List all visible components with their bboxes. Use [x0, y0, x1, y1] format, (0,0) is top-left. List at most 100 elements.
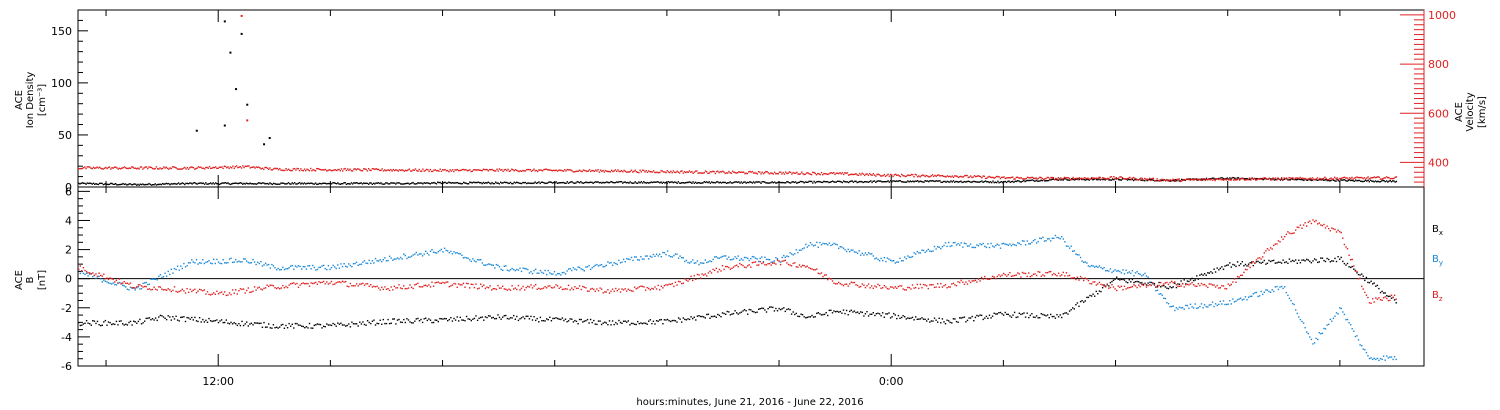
velocity-point	[270, 169, 272, 171]
density-point	[1095, 178, 1098, 181]
series-bx-point	[153, 319, 155, 321]
velocity-point	[799, 173, 802, 175]
velocity-point	[720, 171, 723, 173]
velocity-point	[305, 170, 307, 172]
density-point	[657, 181, 660, 183]
series-by-point	[549, 272, 551, 274]
density-point	[108, 183, 111, 185]
series-bx-point	[1227, 264, 1229, 266]
velocity-point	[1194, 178, 1196, 180]
series-bx-point	[696, 315, 699, 317]
velocity-point	[393, 169, 396, 172]
velocity-point	[366, 170, 369, 172]
series-bx-point	[660, 319, 662, 321]
density-point	[1099, 179, 1101, 181]
velocity-point	[81, 167, 84, 170]
series-bx-point	[1156, 286, 1159, 288]
series-bz-point	[1350, 259, 1352, 261]
series-bz-point	[966, 283, 969, 285]
series-bx-point	[891, 316, 893, 318]
velocity-point	[912, 174, 914, 176]
series-bz-point	[239, 288, 242, 290]
series-bx-point	[1189, 279, 1192, 281]
velocity-point	[168, 168, 170, 170]
series-bx-point	[792, 311, 794, 313]
series-bx-point	[194, 316, 196, 319]
density-point	[998, 182, 1000, 184]
density-point	[623, 181, 625, 183]
velocity-point	[1161, 178, 1163, 181]
velocity-point	[914, 173, 916, 176]
series-by-point	[673, 254, 675, 257]
series-by-point	[1050, 240, 1052, 242]
series-by-point	[1007, 244, 1009, 246]
series-bz-point	[136, 286, 138, 288]
series-by-point	[1034, 238, 1036, 241]
density-point	[231, 183, 233, 185]
series-bz-point	[762, 261, 765, 264]
series-bz-point	[370, 284, 372, 286]
density-point	[1353, 180, 1356, 182]
velocity-point	[1314, 178, 1316, 181]
series-bx-point	[359, 321, 361, 323]
series-bz-point	[1139, 285, 1141, 288]
series-bx-point	[1095, 290, 1097, 293]
series-bx-point	[1174, 282, 1176, 285]
series-bz-point	[1244, 268, 1247, 271]
velocity-point	[776, 172, 778, 175]
series-bz-point	[524, 289, 526, 291]
series-by-point	[301, 268, 303, 270]
velocity-point	[128, 167, 130, 169]
velocity-point	[228, 167, 230, 170]
series-by-point	[352, 263, 355, 265]
series-bx-point	[1274, 262, 1276, 264]
density-point	[861, 181, 863, 183]
velocity-point	[486, 168, 488, 171]
series-by-point	[1389, 356, 1391, 358]
series-bx-point	[224, 321, 226, 324]
series-bx-point	[1335, 260, 1338, 263]
velocity-point	[887, 173, 889, 175]
series-bx-point	[1287, 262, 1289, 264]
velocity-point	[893, 174, 895, 176]
series-bx-point	[589, 318, 592, 321]
velocity-point	[669, 171, 671, 174]
series-bx-point	[348, 323, 350, 325]
series-bz-point	[745, 266, 747, 269]
series-bz-point	[677, 280, 680, 283]
series-bz-point	[736, 264, 738, 266]
series-bx-point	[393, 318, 395, 320]
series-by-point	[1207, 306, 1209, 308]
series-by-point	[334, 266, 336, 268]
velocity-point	[1016, 176, 1019, 178]
series-by-point	[674, 253, 677, 255]
density-point	[477, 181, 480, 183]
density-point	[1343, 179, 1346, 181]
series-by-point	[425, 250, 427, 252]
density-point	[439, 181, 441, 184]
velocity-point	[541, 170, 544, 172]
density-point	[1004, 180, 1006, 183]
series-bz-point	[1313, 220, 1316, 223]
density-point	[1229, 177, 1231, 179]
velocity-point	[1214, 179, 1216, 182]
series-by-point	[359, 263, 361, 266]
velocity-point	[477, 169, 480, 171]
series-by-point	[798, 249, 801, 251]
series-bx-point	[677, 317, 680, 319]
velocity-point	[207, 167, 209, 169]
density-point	[1245, 178, 1247, 180]
series-by-point	[1230, 303, 1232, 305]
series-by-point	[814, 244, 816, 246]
velocity-point	[530, 170, 533, 172]
velocity-point	[713, 171, 715, 173]
series-bz-point	[1174, 281, 1176, 283]
series-bz-point	[1072, 277, 1074, 279]
series-bx-point	[338, 323, 341, 325]
series-by-point	[1089, 265, 1091, 268]
series-bz-point	[1155, 286, 1157, 288]
series-bz-point	[1076, 276, 1079, 278]
density-point	[1036, 180, 1039, 182]
series-bx-point	[481, 316, 483, 318]
velocity-point	[1012, 176, 1014, 178]
